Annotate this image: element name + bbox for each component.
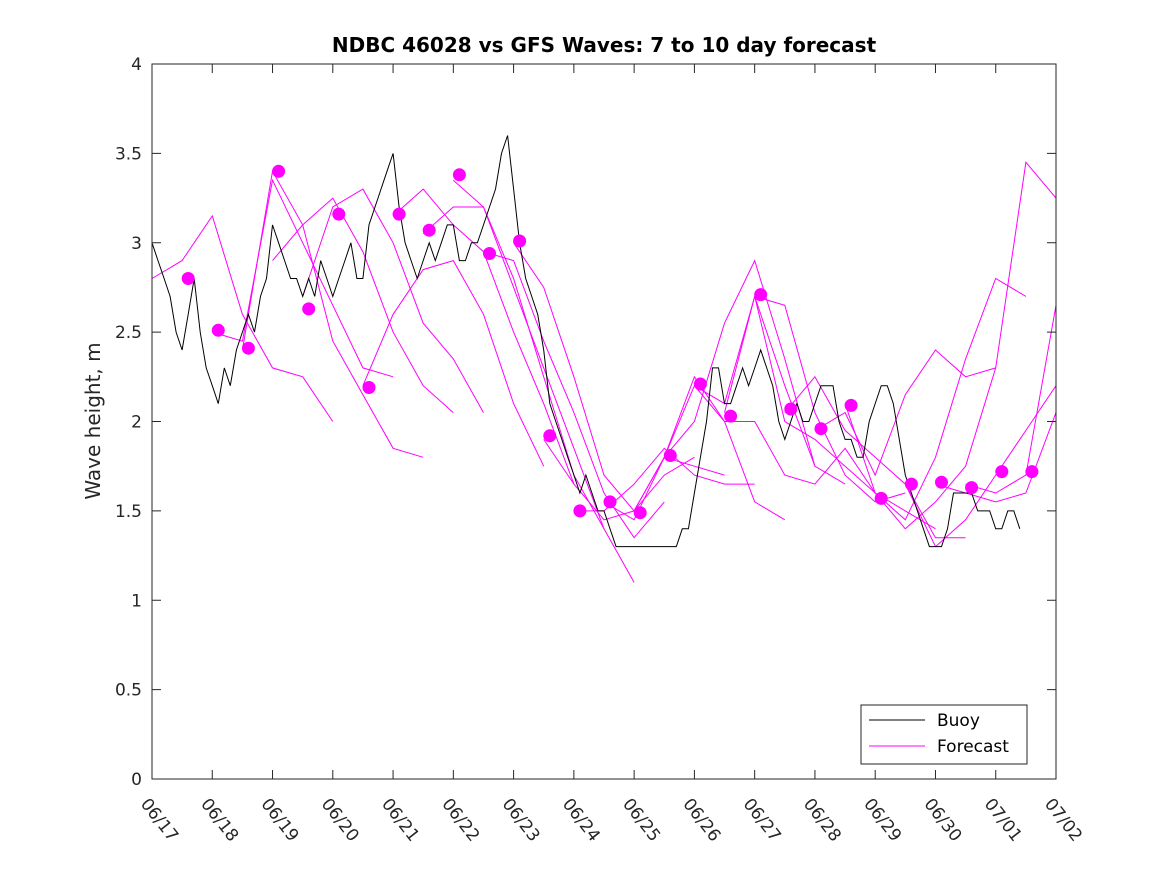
y-tick-label: 2 [131, 413, 142, 433]
forecast-marker [362, 381, 376, 394]
forecast-marker [693, 377, 707, 391]
forecast-marker [181, 272, 195, 285]
forecast-marker [754, 288, 768, 302]
y-tick-label: 3 [131, 234, 142, 254]
legend: Buoy Forecast [860, 704, 1028, 765]
forecast-line [874, 161, 1057, 530]
legend-buoy-label: Buoy [937, 711, 980, 731]
y-tick-label: 0.5 [115, 681, 142, 701]
forecast-marker [965, 481, 979, 495]
forecast-marker [784, 402, 798, 416]
forecast-line [483, 251, 665, 539]
forecast-line [935, 412, 1057, 503]
forecast-marker [904, 477, 918, 491]
forecast-marker [874, 491, 888, 505]
forecast-line [452, 179, 635, 583]
forecast-line [151, 214, 334, 422]
forecast-marker [211, 323, 225, 337]
forecast-line [302, 188, 484, 413]
legend-box [860, 704, 1028, 765]
forecast-marker [422, 223, 436, 237]
y-tick-label: 1.5 [115, 502, 142, 522]
forecast-line [272, 197, 454, 413]
forecast-line [694, 385, 876, 494]
y-tick-label: 4 [131, 55, 142, 75]
forecast-marker [844, 398, 858, 412]
forecast-line [814, 349, 996, 477]
forecast-line [513, 242, 695, 512]
forecast-marker [573, 504, 587, 518]
forecast-line [212, 178, 394, 378]
legend-forecast-label: Forecast [937, 737, 1009, 757]
y-tick-label: 1 [131, 591, 142, 611]
y-axis: 0 0.5 1 1.5 2 2.5 3 3.5 4 [115, 55, 1056, 790]
buoy-line [151, 135, 1021, 548]
forecast-marker [603, 495, 617, 509]
forecast-marker [1025, 465, 1039, 479]
forecast-line [362, 260, 545, 467]
forecast-line [754, 296, 936, 530]
forecast-marker [241, 341, 255, 355]
forecast-marker [724, 409, 738, 423]
forecast-marker [483, 247, 496, 260]
forecast-line [603, 375, 786, 521]
forecast-line [784, 375, 966, 539]
forecast-marker [332, 207, 346, 221]
forecast-marker [814, 422, 828, 436]
forecast-marker [663, 449, 677, 462]
forecast-marker [513, 234, 527, 248]
y-tick-label: 0 [131, 770, 142, 790]
y-tick-label: 2.5 [115, 323, 142, 343]
forecast-marker [995, 465, 1009, 479]
forecast-line [965, 305, 1057, 494]
forecast-marker [935, 475, 948, 489]
forecast-marker [633, 506, 647, 520]
forecast-marker [543, 429, 557, 443]
forecast-marker [452, 168, 466, 182]
forecast-markers-group [181, 164, 1039, 520]
plot-area [152, 64, 1056, 779]
y-tick-label: 3.5 [115, 144, 142, 164]
chart-title: NDBC 46028 vs GFS Waves: 7 to 10 day for… [332, 33, 877, 57]
buoy-series-group [151, 135, 1021, 548]
forecast-marker [392, 207, 406, 221]
forecast-marker [272, 164, 286, 178]
y-axis-label: Wave height, m [81, 342, 105, 499]
forecast-marker [302, 302, 316, 316]
